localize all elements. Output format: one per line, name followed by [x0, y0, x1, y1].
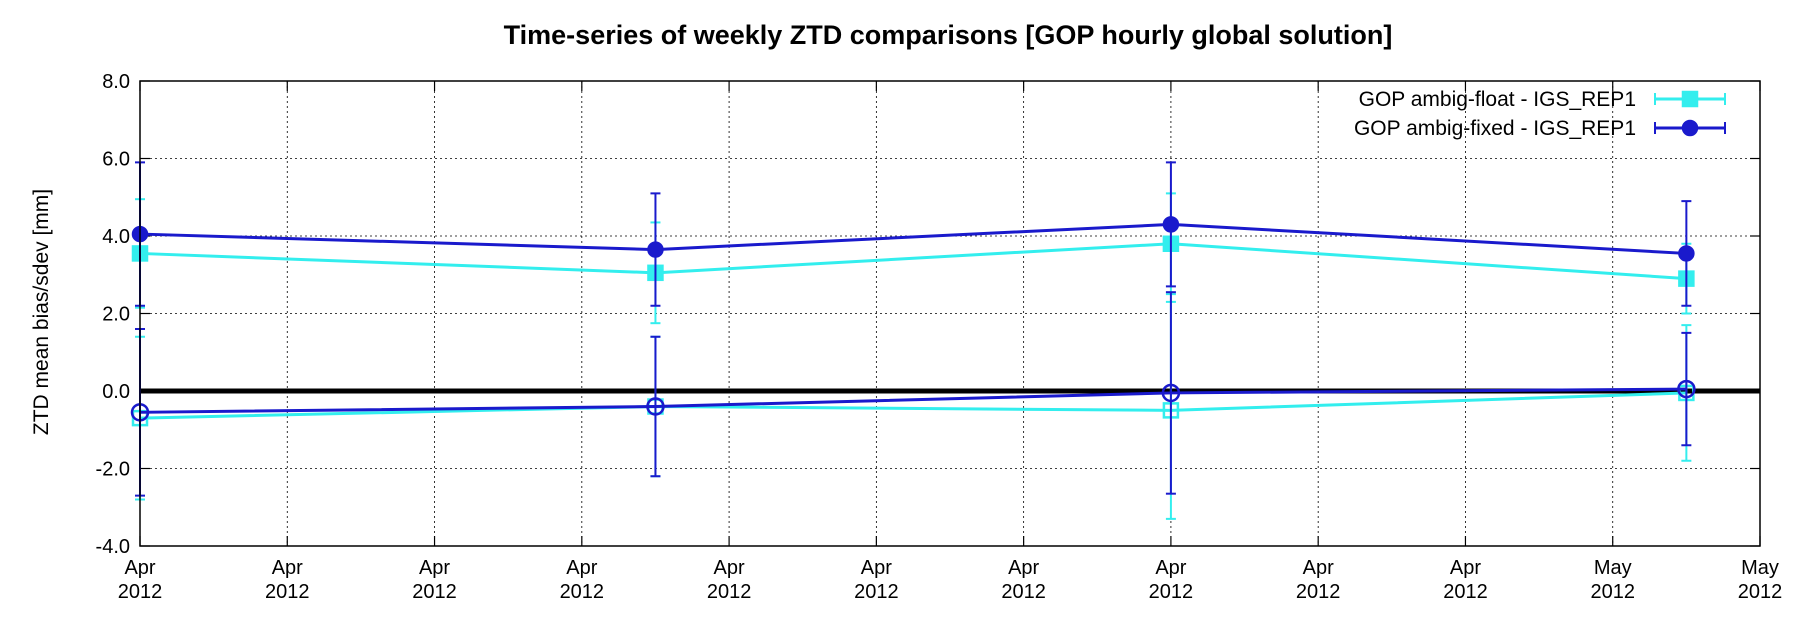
x-tick-label: Apr [1008, 557, 1039, 579]
y-axis-label: ZTD mean bias/sdev [mm] [30, 189, 53, 435]
data-point-circle [1162, 216, 1180, 233]
bias-line [139, 391, 1687, 420]
x-tick-label: Apr [861, 557, 892, 579]
y-tick-label: 0.0 [102, 381, 130, 403]
y-tick-label: 4.0 [102, 226, 130, 248]
sdev-line [139, 242, 1687, 281]
y-tick-label: 8.0 [102, 71, 130, 93]
x-tick-label: 2012 [1590, 581, 1635, 603]
bias-line [139, 387, 1687, 414]
x-tick-label: Apr [1450, 557, 1481, 579]
legend-label: GOP ambig-float - IGS_REP1 [1359, 88, 1636, 111]
x-tick-label: May [1741, 557, 1779, 579]
data-point-circle [1681, 119, 1699, 137]
series [130, 161, 1696, 520]
y-axis: -4.0 -2.0 0.0 2.0 4.0 6.0 8.0 [96, 71, 1760, 558]
x-tick-label: 2012 [118, 581, 163, 603]
data-point-open-circle [1677, 379, 1696, 399]
x-tick-label: 2012 [1296, 581, 1341, 603]
legend-label: GOP ambig-fixed - IGS_REP1 [1354, 117, 1636, 140]
x-tick-label: 2012 [560, 581, 605, 603]
series-ambig-fixed [130, 161, 1696, 497]
x-tick-label: Apr [272, 557, 303, 579]
plot-frame [139, 80, 1761, 547]
x-tick-label: Apr [1303, 557, 1334, 579]
grid [140, 81, 1760, 546]
y-tick-label: -2.0 [96, 459, 130, 481]
y-tick-label: 2.0 [102, 304, 130, 326]
x-tick-label: 2012 [265, 581, 310, 603]
x-tick-label: Apr [714, 557, 745, 579]
x-tick-label: 2012 [1738, 581, 1783, 603]
chart-title: Time-series of weekly ZTD comparisons [G… [504, 20, 1393, 50]
data-point-open-circle [646, 397, 665, 416]
x-tick-label: 2012 [854, 581, 899, 603]
y-tick-label: -4.0 [96, 536, 130, 558]
data-point-open-circle [1161, 383, 1181, 403]
x-tick-label: 2012 [1149, 581, 1194, 603]
x-tick-label: Apr [419, 557, 450, 579]
x-tick-label: 2012 [412, 581, 457, 603]
x-tick-label: 2012 [707, 581, 752, 603]
x-tick-label: Apr [124, 557, 155, 579]
data-point-square [1681, 90, 1699, 108]
x-tick-label: 2012 [1001, 581, 1046, 603]
x-tick-label: 2012 [1443, 581, 1488, 603]
sdev-line [139, 222, 1687, 255]
x-axis: Apr2012Apr2012Apr2012Apr2012Apr2012Apr20… [118, 81, 1783, 603]
y-tick-label: 6.0 [102, 149, 130, 171]
x-tick-label: May [1594, 557, 1632, 579]
x-tick-label: Apr [566, 557, 597, 579]
data-point-circle [1678, 245, 1695, 262]
legend: GOP ambig-float - IGS_REP1 GOP ambig-fixe… [1354, 88, 1726, 140]
data-point-circle [647, 241, 664, 258]
x-tick-label: Apr [1155, 557, 1186, 579]
